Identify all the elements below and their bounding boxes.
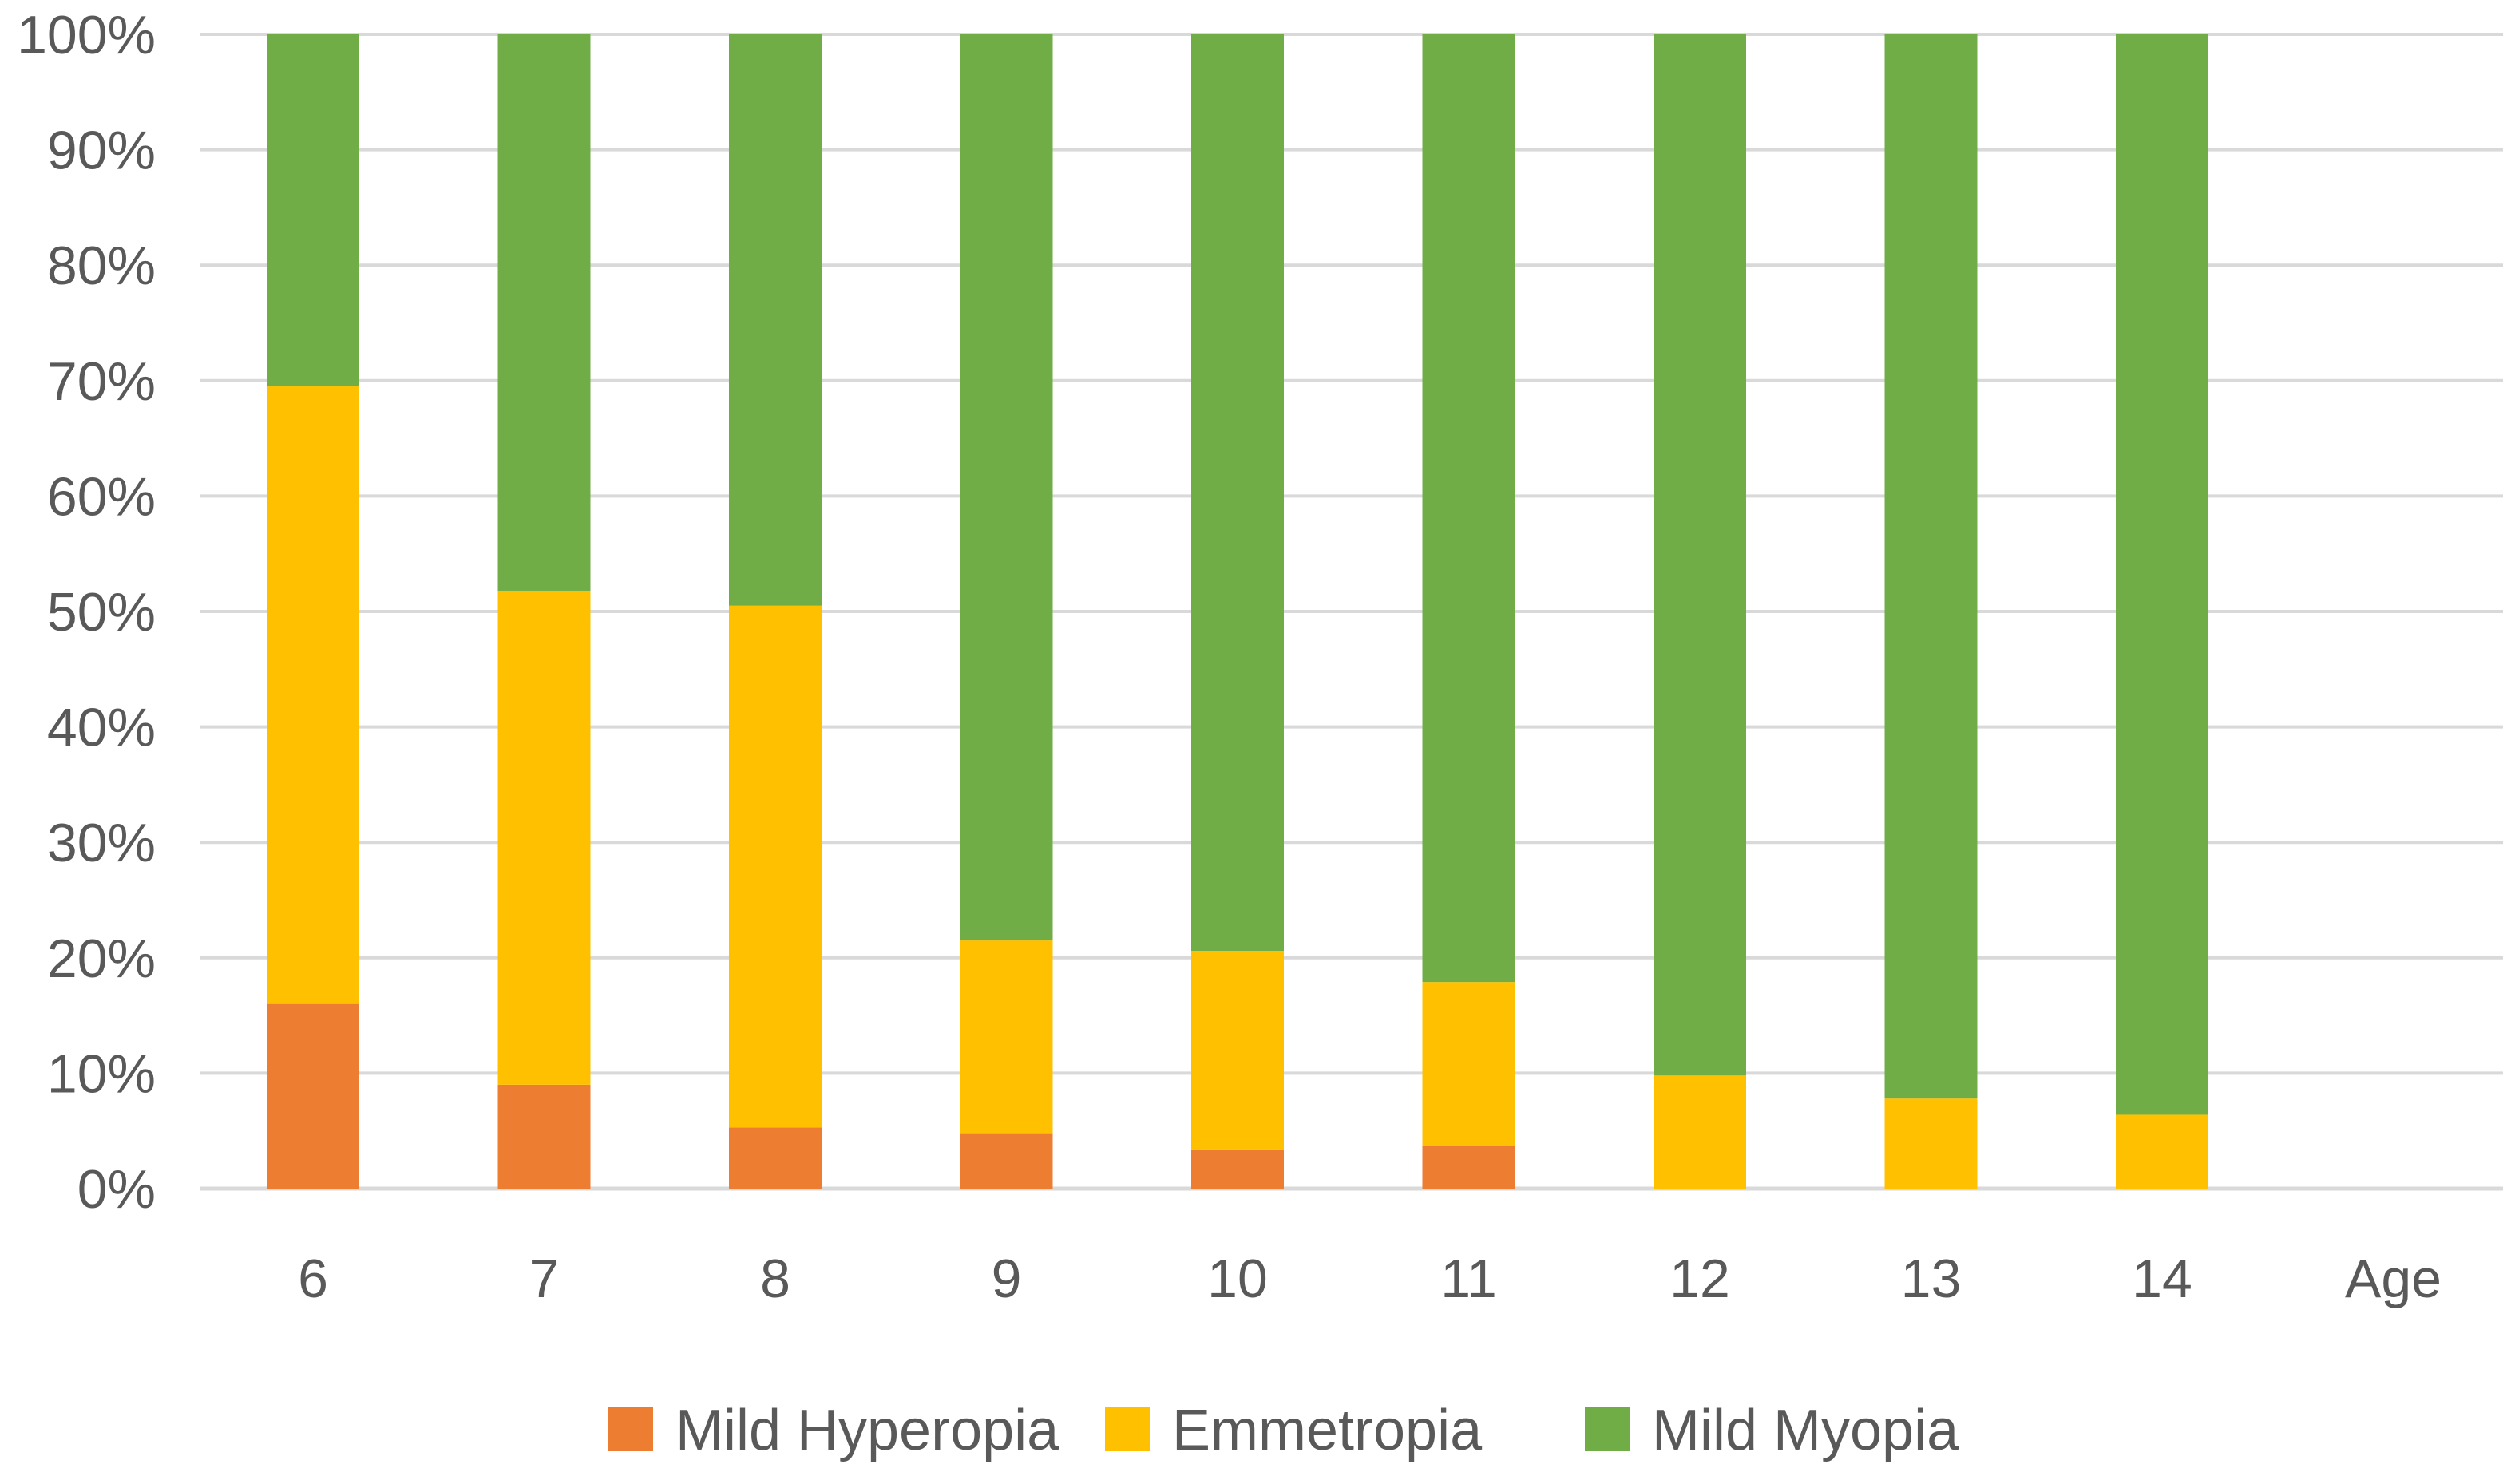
- legend-label: Mild Hyperopia: [675, 1399, 1059, 1462]
- legend-swatch: [1585, 1407, 1630, 1451]
- x-tick-label: 14: [2132, 1249, 2192, 1309]
- bar-segment: [729, 1127, 822, 1189]
- x-tick-label: 6: [298, 1249, 328, 1309]
- bar-segment: [497, 34, 591, 591]
- legend-item: Mild Hyperopia: [608, 1399, 1059, 1462]
- bar-segment: [1191, 34, 1284, 952]
- y-tick-label: 50%: [47, 582, 156, 643]
- x-tick-label: 7: [529, 1249, 560, 1309]
- bar-segment: [1422, 982, 1515, 1146]
- y-tick-label: 100%: [17, 5, 156, 65]
- y-tick-label: 30%: [47, 813, 156, 873]
- bar-segment: [497, 1084, 591, 1189]
- bar-segment: [1654, 1075, 1746, 1189]
- y-tick-label: 40%: [47, 698, 156, 758]
- x-tick-label: 11: [1440, 1249, 1497, 1309]
- y-tick-label: 90%: [47, 121, 156, 181]
- x-tick-label: 9: [992, 1249, 1022, 1309]
- legend-swatch: [608, 1407, 653, 1451]
- legend-item: Mild Myopia: [1585, 1399, 1959, 1462]
- bar-segment: [960, 34, 1053, 941]
- bar-segment: [1191, 951, 1284, 1150]
- bar-segment: [1884, 1098, 1978, 1189]
- bar-segment: [960, 1133, 1053, 1189]
- bar-segment: [1191, 1149, 1284, 1189]
- bar-segment: [729, 605, 822, 1128]
- y-tick-label: 60%: [47, 466, 156, 527]
- x-tick-label: 12: [1669, 1249, 1730, 1309]
- legend-label: Mild Myopia: [1652, 1399, 1959, 1462]
- bar-segment: [2116, 1114, 2208, 1189]
- legend-item: Emmetropia: [1105, 1399, 1483, 1462]
- legend: Mild Hyperopia Emmetropia Mild Myopia: [608, 1399, 1959, 1462]
- x-tick-label: 8: [760, 1249, 790, 1309]
- y-tick-label: 80%: [47, 235, 156, 296]
- y-tick-label: 10%: [47, 1043, 156, 1104]
- y-tick-label: 0%: [77, 1159, 156, 1220]
- bar-segment: [1422, 1146, 1515, 1189]
- legend-swatch: [1105, 1407, 1150, 1451]
- bar-segment: [497, 590, 591, 1085]
- x-tick-label: 13: [1901, 1249, 1962, 1309]
- bar-segment: [729, 34, 822, 606]
- bar-segment: [1884, 34, 1978, 1099]
- y-tick-label: 20%: [47, 928, 156, 989]
- x-axis: 6 7 8 9 10 11 12 13 14 Age: [298, 1249, 2442, 1309]
- bars: [267, 34, 2208, 1189]
- y-axis: 0% 10% 20% 30% 40% 50% 60% 70% 80% 90% 100%: [17, 5, 156, 1220]
- bar-segment: [2116, 34, 2208, 1115]
- legend-label: Emmetropia: [1172, 1399, 1483, 1462]
- bar-segment: [960, 940, 1053, 1134]
- bar-segment: [1422, 34, 1515, 983]
- x-tick-label: Age: [2345, 1249, 2442, 1309]
- x-tick-label: 10: [1207, 1249, 1268, 1309]
- bar-segment: [267, 1003, 359, 1189]
- bar-segment: [267, 34, 359, 387]
- bar-segment: [267, 386, 359, 1004]
- bar-segment: [1654, 34, 1746, 1076]
- y-tick-label: 70%: [47, 351, 156, 412]
